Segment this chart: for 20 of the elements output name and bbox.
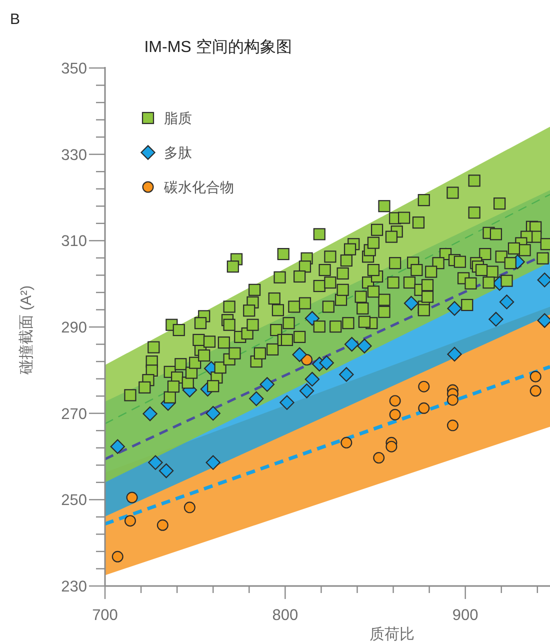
text: B bbox=[10, 11, 20, 28]
legend-item: 碳水化合物 bbox=[142, 179, 234, 195]
legend-label: 多肽 bbox=[164, 144, 192, 160]
y-axis-title: 碰撞截面 (A²) bbox=[18, 285, 35, 376]
y-tick-label: 290 bbox=[61, 320, 88, 336]
x-axis-title: 质荷比 bbox=[370, 626, 414, 643]
y-tick-label: 310 bbox=[61, 233, 88, 250]
legend-label: 碳水化合物 bbox=[163, 179, 234, 195]
x-tick-label: 700 bbox=[92, 607, 118, 624]
chart-title: IM-MS 空间的构象图 bbox=[144, 38, 292, 56]
legend-label: 脂质 bbox=[164, 110, 192, 126]
legend-item: 脂质 bbox=[142, 110, 192, 126]
y-tick-label: 230 bbox=[61, 578, 88, 596]
x-tick-label: 800 bbox=[272, 607, 298, 624]
y-tick-label: 270 bbox=[61, 406, 88, 423]
y-tick-label: 330 bbox=[61, 146, 88, 164]
y-tick-label: 350 bbox=[61, 60, 88, 78]
legend-item: 多肽 bbox=[140, 144, 192, 160]
y-tick-label: 250 bbox=[61, 492, 88, 510]
x-tick-label: 900 bbox=[452, 607, 479, 624]
